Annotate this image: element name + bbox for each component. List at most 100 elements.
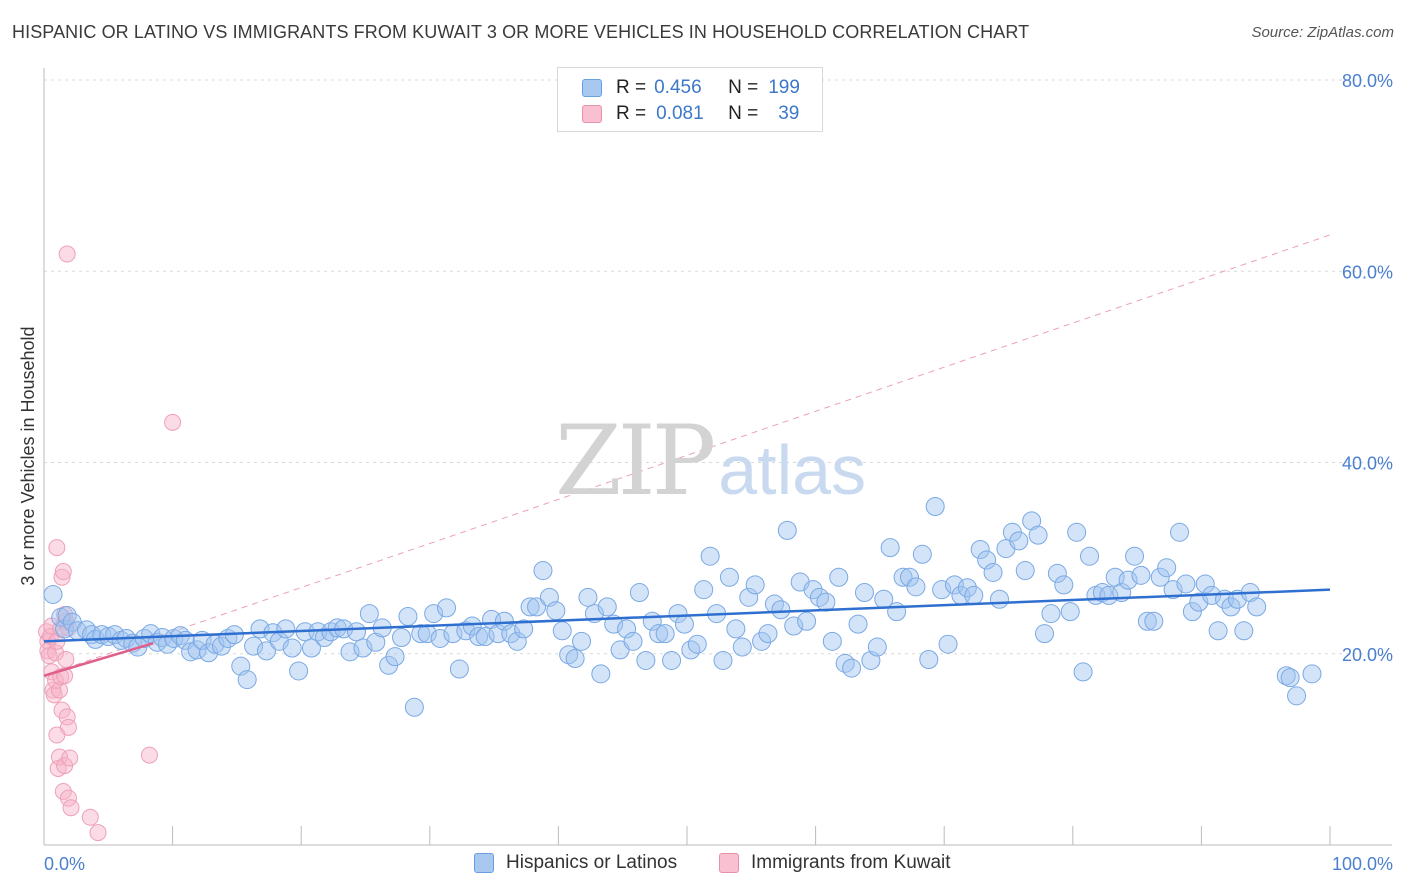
hispanic-point <box>777 520 797 540</box>
hispanic-point <box>520 597 540 617</box>
hispanic-point <box>739 587 759 607</box>
hispanic-point <box>1118 570 1138 590</box>
hispanic-point <box>411 624 431 644</box>
hispanic-point <box>1144 611 1164 631</box>
hispanic-point <box>1028 525 1048 545</box>
kuwait-points <box>38 245 182 842</box>
hispanic-point <box>1035 624 1055 644</box>
kuwait-point <box>59 718 77 736</box>
bottom-legend-hispanic: Hispanics or Latinos <box>474 852 677 874</box>
hispanic-point <box>385 647 405 667</box>
hispanic-point <box>1047 563 1067 583</box>
hispanic-point <box>57 606 77 625</box>
hispanic-point <box>629 583 649 603</box>
hispanic-point <box>1150 567 1170 587</box>
hispanic-point <box>983 562 1003 582</box>
kuwait-point <box>54 563 72 581</box>
hispanic-point <box>514 619 534 639</box>
legend-swatch-hispanic <box>582 79 602 97</box>
trend-lines <box>43 588 1331 677</box>
hispanic-point <box>1009 531 1029 551</box>
hispanic-point <box>649 624 669 644</box>
hispanic-point <box>1125 546 1145 566</box>
hispanic-point <box>1287 686 1307 706</box>
kuwait-point <box>62 799 80 817</box>
hispanic-point <box>1208 621 1228 641</box>
kuwait-point <box>164 413 182 431</box>
hispanic-point <box>687 634 707 654</box>
hispanic-point <box>854 583 874 603</box>
hispanic-point <box>398 606 418 626</box>
hispanic-point <box>469 627 489 647</box>
hispanic-point <box>546 601 566 621</box>
legend-n-label: N = <box>728 77 759 98</box>
hispanic-point <box>1157 558 1177 578</box>
y-tick-label: 60.0% <box>1342 262 1393 282</box>
hispanic-point <box>301 638 321 658</box>
hispanic-point <box>970 540 990 560</box>
hispanic-point <box>1170 522 1190 542</box>
kuwait-point <box>89 824 107 842</box>
hispanic-point <box>752 631 772 651</box>
hispanic-point <box>282 638 302 658</box>
kuwait-point <box>81 808 99 826</box>
hispanic-point <box>784 616 804 636</box>
hispanic-point <box>912 544 932 564</box>
hispanic-point <box>597 597 617 617</box>
hispanic-point <box>256 641 276 661</box>
hispanic-point <box>674 614 694 634</box>
hispanic-point <box>1234 621 1254 641</box>
hispanic-point <box>919 649 939 669</box>
hispanic-point <box>925 496 945 516</box>
hispanic-point <box>668 604 688 624</box>
hispanic-point <box>43 584 63 604</box>
hispanic-point <box>906 577 926 597</box>
hispanic-point <box>1137 611 1157 631</box>
hispanic-point <box>662 650 682 670</box>
kuwait-point <box>59 789 77 807</box>
hispanic-point <box>244 636 264 656</box>
legend-n-value: 39 <box>778 103 800 124</box>
hispanic-point <box>700 546 720 566</box>
hispanic-point <box>366 632 386 652</box>
hispanic-point <box>1073 662 1093 682</box>
hispanic-point <box>51 607 71 627</box>
y-tick-label: 20.0% <box>1342 645 1393 665</box>
hispanic-point <box>1195 574 1215 594</box>
hispanic-points <box>43 496 1322 717</box>
kuwait-point <box>48 539 66 557</box>
hispanic-point <box>417 624 437 644</box>
hispanic-point <box>893 567 913 587</box>
hispanic-point <box>617 619 637 639</box>
watermark-atlas: atlas <box>718 431 867 509</box>
hispanic-point <box>957 578 977 598</box>
hispanic-point <box>1054 575 1074 595</box>
x-tick-labels: 0.0% 100.0% <box>44 854 1393 874</box>
hispanic-point <box>424 604 444 624</box>
hispanic-point <box>719 567 739 587</box>
hispanic-point <box>713 650 733 670</box>
hispanic-point <box>989 589 1009 609</box>
hispanic-point <box>591 664 611 684</box>
hispanic-point <box>842 658 862 678</box>
hispanic-point <box>346 622 366 642</box>
hispanic-point <box>887 602 907 622</box>
x-tick-label: 100.0% <box>1332 854 1393 874</box>
hispanic-point <box>771 600 791 620</box>
hispanic-point <box>353 638 373 658</box>
hispanic-point <box>1022 511 1042 531</box>
hispanic-point <box>359 604 379 624</box>
kuwait-point <box>58 245 76 263</box>
hispanic-point <box>1182 602 1202 622</box>
hispanic-point <box>430 628 450 648</box>
hispanic-point <box>1163 580 1183 600</box>
y-tick-labels: 20.0% 40.0% 60.0% 80.0% <box>1342 71 1393 665</box>
hispanic-point <box>745 575 765 595</box>
hispanic-point <box>572 631 592 651</box>
bottom-legend-swatch-hispanic <box>474 853 494 873</box>
hispanic-point <box>1060 602 1080 622</box>
legend-n-value: 199 <box>768 77 800 98</box>
y-tick-label: 80.0% <box>1342 71 1393 91</box>
hispanic-point <box>899 567 919 587</box>
